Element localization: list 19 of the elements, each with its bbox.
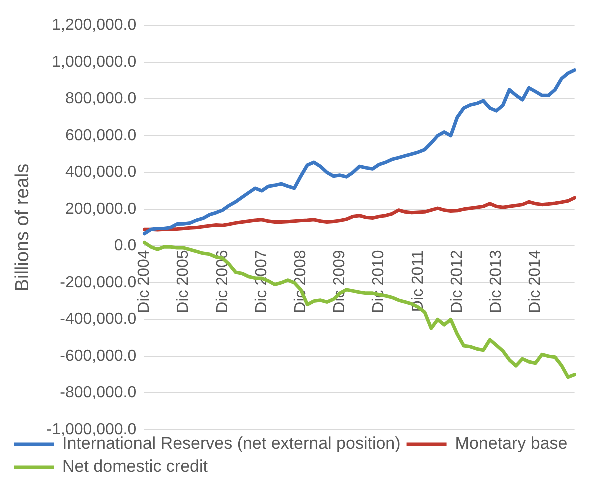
x-tick-label: Dic 2005 — [175, 250, 192, 314]
y-tick-label: 1,000,000.0 — [52, 54, 137, 71]
y-tick-label: 0.0 — [114, 238, 137, 255]
y-tick-label: 600,000.0 — [65, 127, 137, 144]
legend-label: Net domestic credit — [62, 457, 208, 476]
y-tick-label: -800,000.0 — [60, 384, 137, 402]
y-tick-label: 200,000.0 — [65, 200, 137, 218]
x-tick-label: Dic 2014 — [527, 250, 544, 314]
y-tick-label: 400,000.0 — [65, 164, 137, 182]
y-tick-label: 800,000.0 — [65, 90, 137, 108]
y-tick-label: -200,000.0 — [60, 274, 137, 292]
x-tick-label: Dic 2013 — [488, 250, 505, 314]
y-tick-label: -600,000.0 — [60, 348, 137, 365]
x-tick-label: Dic 2012 — [448, 250, 466, 314]
y-tick-label: 1,200,000.0 — [52, 17, 137, 34]
y-axis-title: Billions of reals — [12, 164, 34, 292]
legend-label: Monetary base — [455, 434, 568, 454]
x-tick-label: Dic 2004 — [136, 250, 154, 314]
y-tick-label: -400,000.0 — [60, 311, 137, 328]
